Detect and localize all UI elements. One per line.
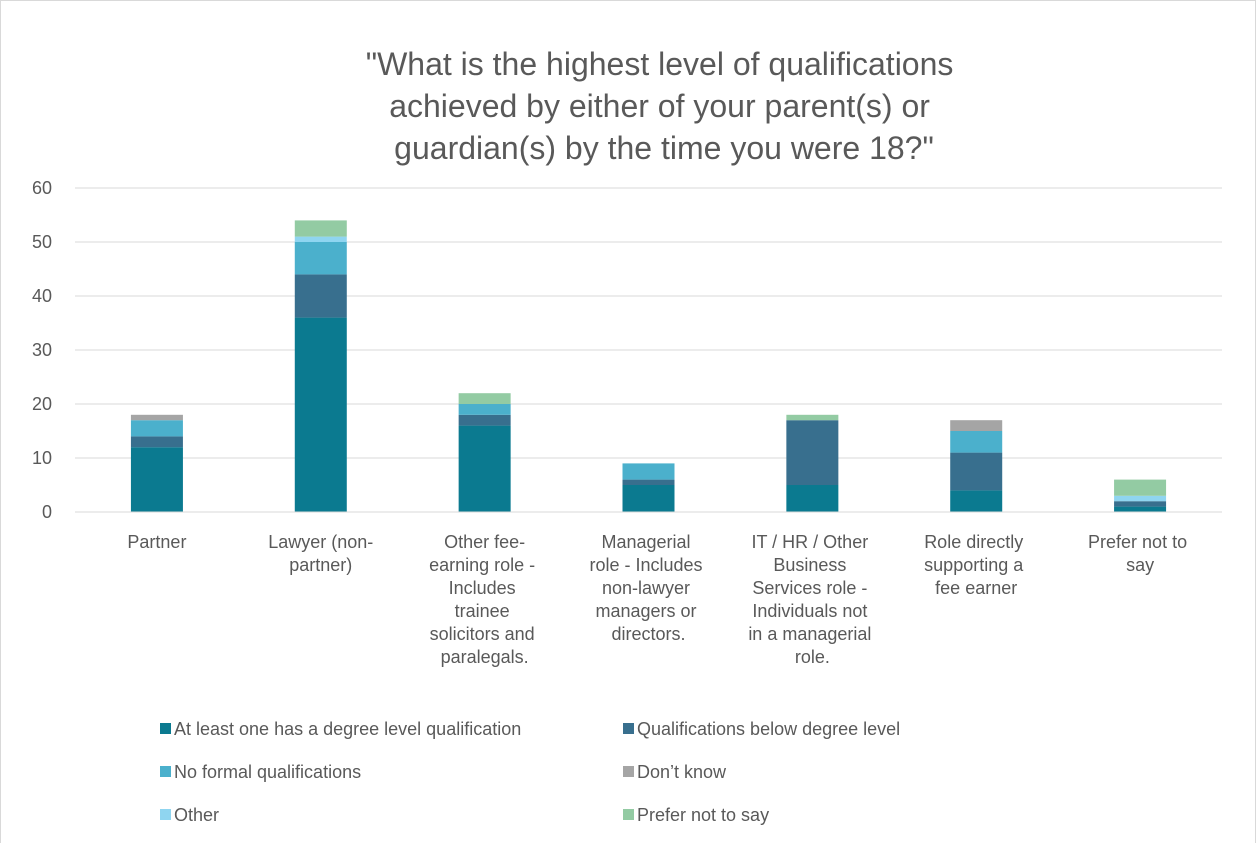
y-tick-label: 30 — [32, 340, 52, 360]
y-tick-label: 40 — [32, 286, 52, 306]
bar-segment — [130, 420, 183, 437]
legend-label: Prefer not to say — [637, 805, 769, 825]
bar-segment — [1114, 479, 1167, 496]
bar-segment — [1114, 501, 1167, 507]
y-tick-label: 10 — [32, 448, 52, 468]
bar-segment — [786, 414, 839, 421]
legend-label: No formal qualifications — [174, 762, 361, 782]
bar-segment — [950, 452, 1003, 491]
bar-segment — [622, 463, 675, 480]
bar-segment — [622, 485, 675, 512]
bar-segment — [294, 242, 347, 275]
legend-label: Other — [174, 805, 219, 825]
bar-segment — [294, 220, 347, 237]
bar-segment — [294, 236, 347, 242]
bar-segment — [458, 425, 511, 512]
legend-swatch — [623, 766, 634, 777]
bar-segment — [950, 490, 1003, 512]
x-tick-label: Role directly supporting a fee earner — [924, 532, 1028, 598]
bar-segment — [786, 485, 839, 512]
y-tick-label: 60 — [32, 178, 52, 198]
legend-swatch — [160, 809, 171, 820]
bar-segment — [294, 274, 347, 318]
x-tick-label: IT / HR / Other Business Services role -… — [748, 532, 876, 667]
bar-segment — [1114, 495, 1167, 502]
legend-label: At least one has a degree level qualific… — [174, 719, 521, 739]
bar-segment — [1114, 506, 1167, 512]
legend-label: Qualifications below degree level — [637, 719, 900, 739]
bar-segment — [130, 447, 183, 512]
legend-swatch — [623, 723, 634, 734]
bar-segment — [130, 436, 183, 448]
bar-segment — [130, 414, 183, 421]
bar-segment — [950, 420, 1003, 431]
y-tick-label: 0 — [42, 502, 52, 522]
y-tick-label: 20 — [32, 394, 52, 414]
bar-segment — [458, 404, 511, 415]
legend-swatch — [623, 809, 634, 820]
x-tick-label: Prefer not to say — [1088, 532, 1192, 575]
legend-swatch — [160, 723, 171, 734]
bar-segment — [786, 420, 839, 485]
bar-segment — [622, 479, 675, 485]
bar-segment — [294, 317, 347, 512]
bar-segment — [950, 431, 1003, 453]
y-tick-label: 50 — [32, 232, 52, 252]
chart-title: "What is the highest level of qualificat… — [366, 46, 963, 166]
legend-swatch — [160, 766, 171, 777]
bar-segment — [458, 393, 511, 404]
x-tick-label: Partner — [127, 532, 186, 552]
bar-segment — [458, 414, 511, 426]
x-tick-label: Managerial role - Includes non-lawyer ma… — [589, 532, 707, 644]
x-tick-label: Lawyer (non-partner) — [268, 532, 373, 575]
x-tick-label: Other fee-earning role - Includes traine… — [429, 532, 540, 667]
legend-label: Don’t know — [637, 762, 727, 782]
